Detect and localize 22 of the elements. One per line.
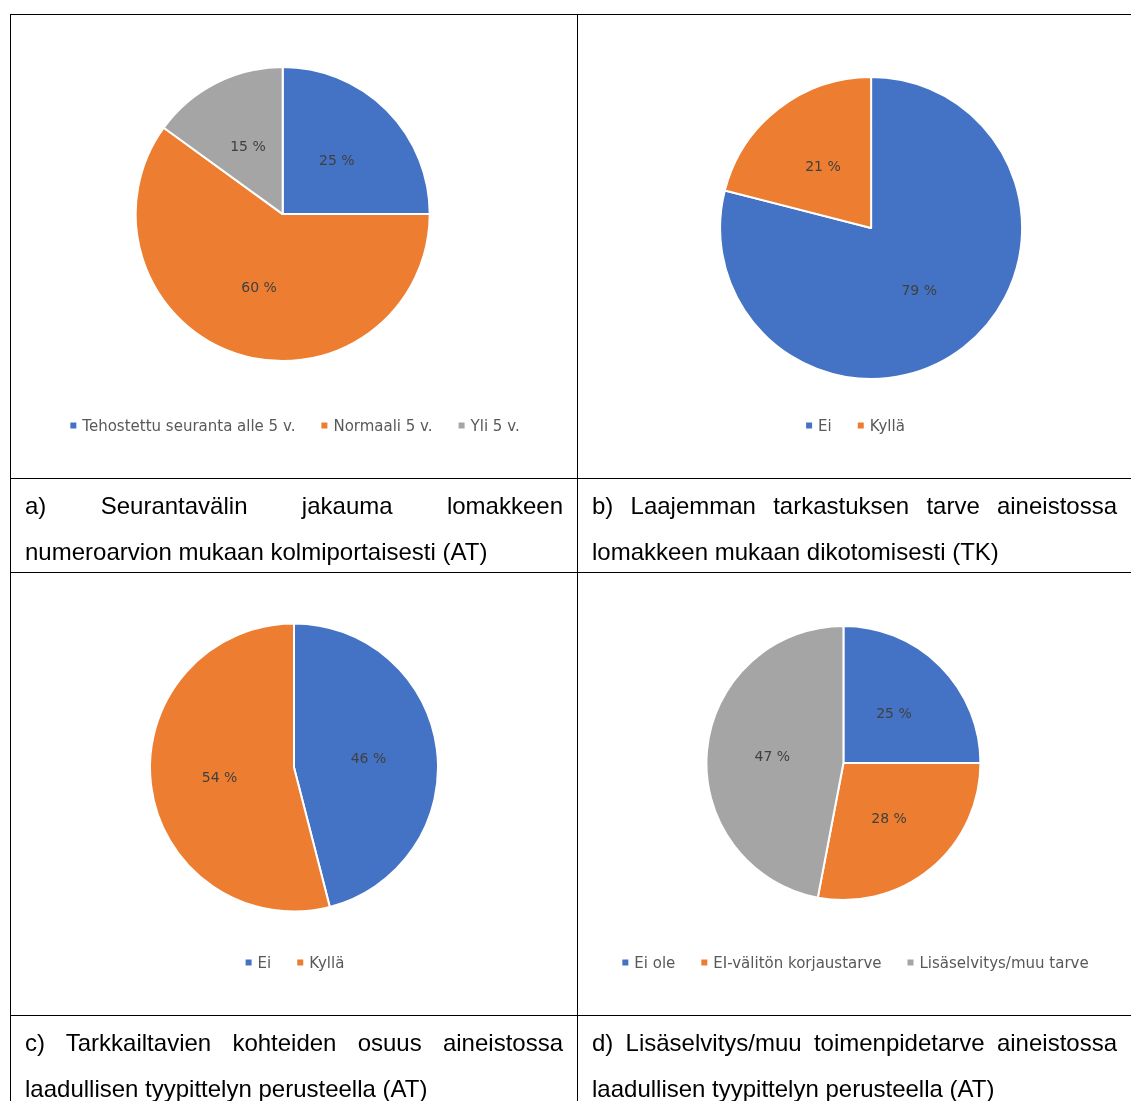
data-label: 46 % xyxy=(350,750,387,767)
data-label: 60 % xyxy=(241,278,277,295)
data-label: 54 % xyxy=(201,768,238,785)
legend-label: Ei ole xyxy=(634,953,676,972)
data-label: 21 % xyxy=(805,157,841,174)
data-label: 28 % xyxy=(871,810,907,827)
legend-label: Tehostettu seuranta alle 5 v. xyxy=(81,416,296,435)
legend-label: EI-välitön korjaustarve xyxy=(713,953,882,972)
legend-label: Kyllä xyxy=(309,953,345,972)
legend-label: Lisäselvitys/muu tarve xyxy=(919,953,1089,972)
data-label: 47 % xyxy=(754,748,791,765)
data-label: 79 % xyxy=(901,282,937,299)
text: a) Seurantavälin jakauma lomakkeen numeroarvion mukaan kolmiportaisesti (AT) xyxy=(11,479,578,573)
legend-label: Normaali 5 v. xyxy=(333,416,433,435)
text: b) Laajemman tarkastuksen tarve aineistossa lomakkeen mukaan dikotomisesti (TK) xyxy=(578,479,1131,573)
legend-label: Ei xyxy=(257,953,272,972)
legend-label: Yli 5 v. xyxy=(469,416,520,435)
data-label: 25 % xyxy=(876,704,912,721)
legend-label: Kyllä xyxy=(869,416,905,435)
data-label: 25 % xyxy=(318,152,355,168)
legend-label: Ei xyxy=(818,416,832,435)
data-label: 15 % xyxy=(230,137,266,154)
